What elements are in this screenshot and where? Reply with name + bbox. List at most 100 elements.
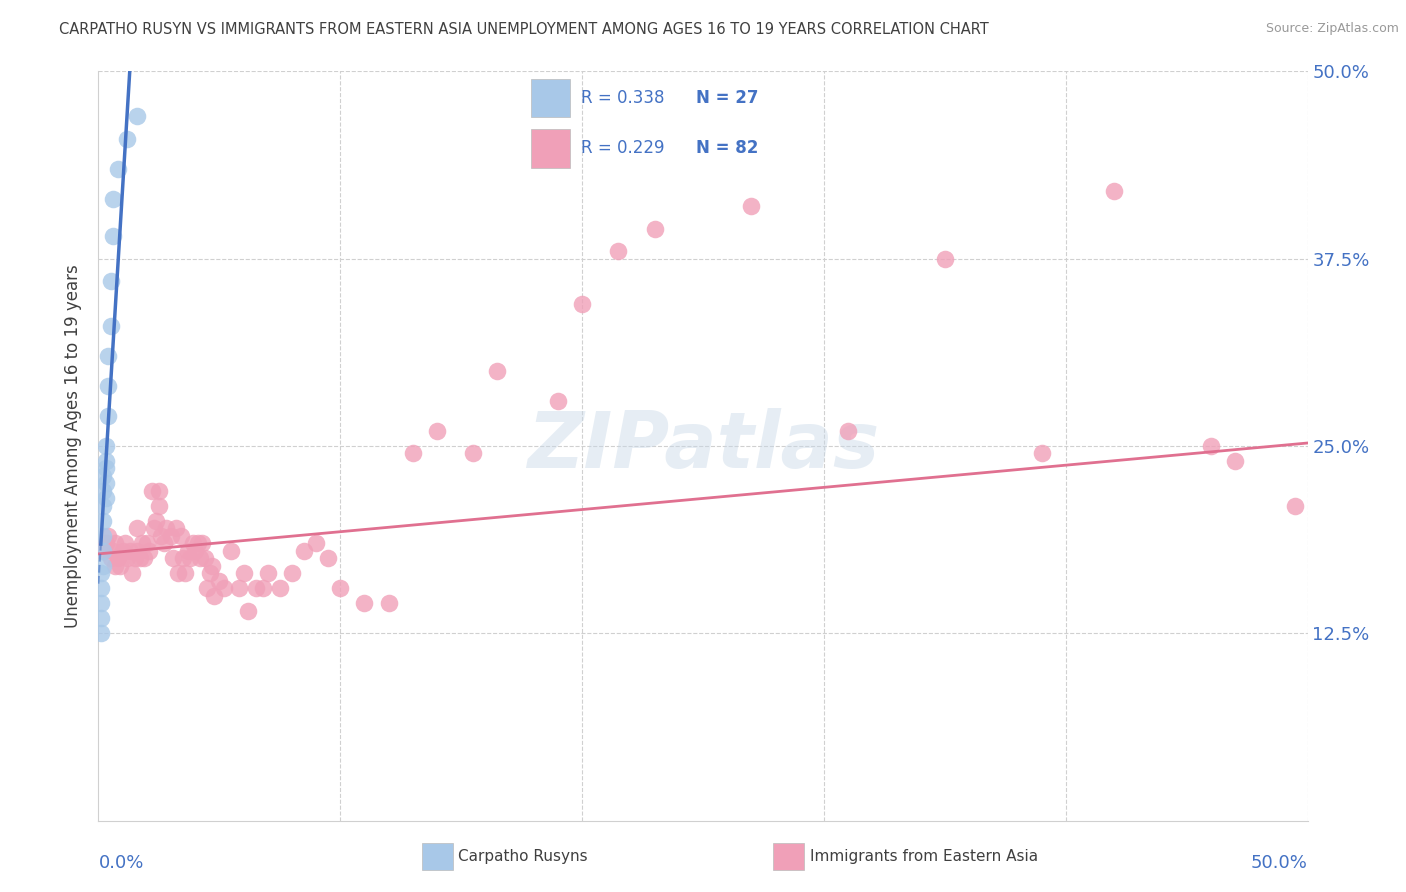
Point [107,551,129,566]
Point [97,409,120,423]
Point [212,582,235,596]
Point [155,521,177,535]
Point [111,544,134,558]
Point [208,574,231,588]
Point [101,229,124,244]
Point [571,296,593,310]
Point [402,446,425,460]
Point [94,454,117,468]
Point [104,536,127,550]
Point [100,274,122,288]
Point [114,536,136,550]
Point [91,499,114,513]
Point [148,499,170,513]
Point [152,536,174,550]
Point [305,536,328,550]
Point [97,529,120,543]
Text: ZIPatlas: ZIPatlas [527,408,879,484]
Point [100,319,122,334]
Point [934,252,956,266]
Point [329,582,352,596]
Point [94,439,117,453]
Point [269,582,291,596]
Point [134,551,156,566]
Point [426,424,449,438]
Point [252,582,274,596]
Point [740,199,762,213]
Point [91,469,114,483]
Text: N = 27: N = 27 [696,89,758,107]
Point [837,424,859,438]
Text: CARPATHO RUSYN VS IMMIGRANTS FROM EASTERN ASIA UNEMPLOYMENT AMONG AGES 16 TO 19 : CARPATHO RUSYN VS IMMIGRANTS FROM EASTER… [59,22,988,37]
Point [169,529,191,543]
Point [165,521,187,535]
Point [127,521,149,535]
Point [117,551,139,566]
Text: 50.0%: 50.0% [1251,854,1308,871]
Point [107,161,129,176]
Point [238,604,260,618]
Point [486,364,509,378]
Point [547,394,569,409]
Point [1031,446,1053,460]
Point [128,551,150,566]
Point [160,529,183,543]
FancyBboxPatch shape [531,78,569,118]
Point [97,349,120,363]
Text: R = 0.229: R = 0.229 [581,139,664,157]
Point [101,192,124,206]
Point [463,446,485,460]
Point [232,566,254,581]
Point [174,566,197,581]
Point [221,544,243,558]
Point [292,544,315,558]
Point [281,566,304,581]
Point [91,544,114,558]
Text: R = 0.338: R = 0.338 [581,89,664,107]
FancyBboxPatch shape [531,129,569,168]
Point [187,536,209,550]
Point [145,514,167,528]
Point [90,566,112,581]
Text: Carpatho Rusyns: Carpatho Rusyns [458,849,588,863]
Point [118,544,141,558]
Point [121,566,143,581]
Point [90,596,112,610]
Point [90,582,112,596]
Point [353,596,375,610]
Point [181,536,204,550]
Point [198,566,221,581]
Point [194,551,217,566]
Point [104,558,127,573]
Point [179,551,201,566]
Text: N = 82: N = 82 [696,139,758,157]
Point [127,109,149,123]
Point [245,582,267,596]
Point [644,221,666,235]
Point [108,558,131,573]
Point [97,379,120,393]
Point [191,536,214,550]
Point [148,483,170,498]
Point [1284,499,1306,513]
Text: Immigrants from Eastern Asia: Immigrants from Eastern Asia [810,849,1038,863]
Point [127,544,149,558]
Point [316,551,339,566]
Point [91,514,114,528]
Point [150,529,173,543]
Point [138,544,160,558]
Point [177,544,200,558]
Text: 0.0%: 0.0% [98,854,143,871]
Point [91,544,114,558]
Point [607,244,630,259]
Point [124,551,146,566]
Text: Source: ZipAtlas.com: Source: ZipAtlas.com [1265,22,1399,36]
Point [204,589,226,603]
Point [131,536,153,550]
Point [172,551,194,566]
Point [256,566,278,581]
Point [1199,439,1222,453]
Point [143,521,166,535]
Point [141,483,163,498]
Point [90,611,112,625]
